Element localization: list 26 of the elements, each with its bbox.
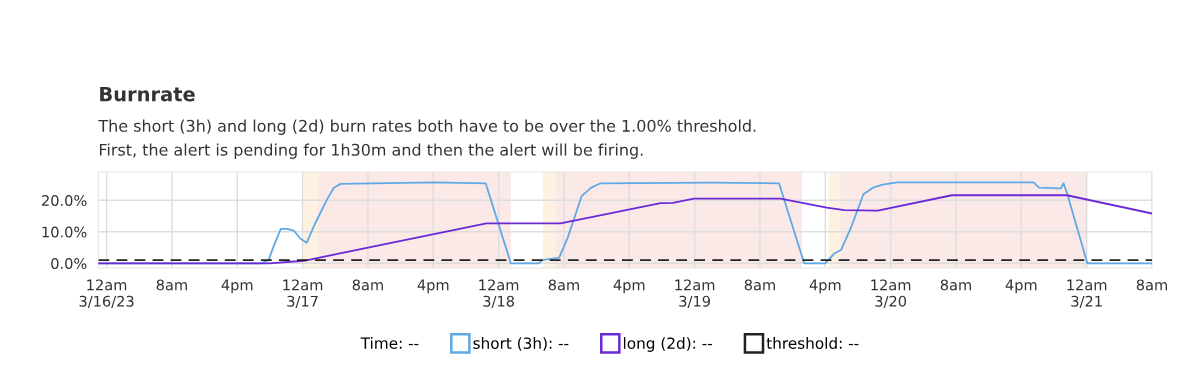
x-tick-label: 12am 3/16/23 (79, 279, 134, 308)
y-tick-label: 0.0% (51, 258, 87, 270)
x-tick-label: 4pm (613, 279, 645, 294)
x-tick-label: 8am (548, 279, 579, 291)
x-tick-label: 8am (744, 279, 775, 291)
y-tick-label: 20.0% (42, 195, 87, 207)
x-tick-label: 4pm (417, 279, 449, 294)
x-tick-label: 12am 3/19 (675, 279, 715, 308)
x-tick-label: 4pm (809, 279, 841, 294)
x-tick-label: 12am 3/18 (479, 279, 519, 308)
x-tick-label: 8am (940, 279, 971, 291)
x-tick-label: 8am (156, 279, 187, 291)
x-tick-label: 12am 3/21 (1067, 279, 1107, 308)
x-tick-label: 8am (352, 279, 383, 291)
legend-label: short (3h): -- (473, 337, 569, 351)
x-tick-label: 4pm (221, 279, 253, 294)
legend-label: threshold: -- (766, 337, 859, 349)
x-tick-label: 12am 3/20 (871, 279, 911, 308)
chart-title: Burnrate (100, 86, 195, 102)
text: Time: -- (360, 337, 419, 349)
x-tick-label: 4pm (1005, 279, 1037, 294)
legend-label: long (2d): -- (623, 337, 712, 352)
x-tick-label: 12am 3/17 (283, 279, 323, 308)
x-tick-label: 8am (1136, 279, 1167, 291)
y-tick-label: 10.0% (42, 226, 87, 238)
chart-subtitle: The short (3h) and long (2d) burn rates both have to be over the 1.00% threshold. First, the alert is pending for 1h30m and then the alert will be firing. (98, 119, 756, 159)
